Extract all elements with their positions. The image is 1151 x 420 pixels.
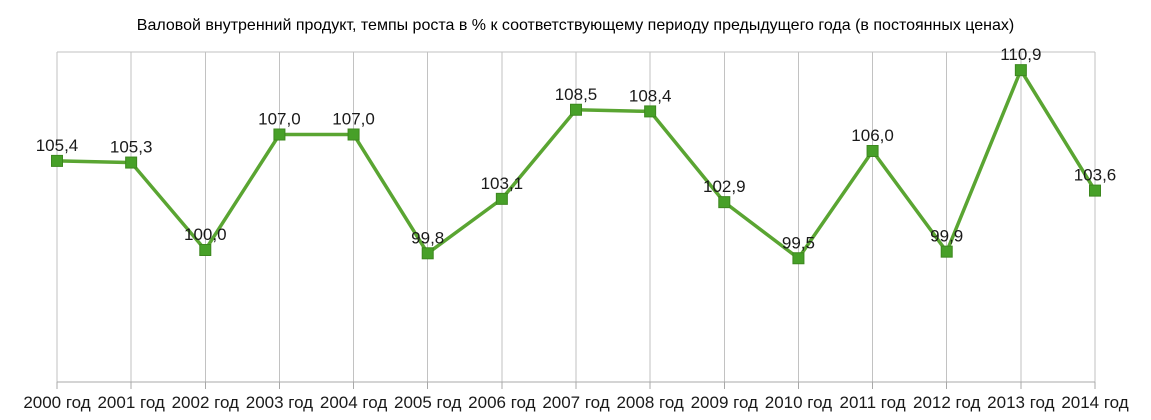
data-point-label: 99,8 [411, 228, 444, 247]
data-point-marker [718, 196, 731, 209]
data-point-label: 105,4 [36, 136, 79, 155]
data-point-label: 102,9 [703, 177, 746, 196]
x-axis-label: 2001 год [97, 393, 164, 412]
x-axis-label: 2010 год [765, 393, 832, 412]
x-axis-label: 2012 год [913, 393, 980, 412]
data-point-label: 107,0 [258, 110, 301, 129]
data-point-marker [51, 154, 63, 167]
x-axis-label: 2005 год [394, 393, 461, 412]
x-axis-label: 2000 год [23, 393, 90, 412]
data-point-label: 103,6 [1074, 166, 1117, 185]
x-axis-label: 2013 год [987, 393, 1054, 412]
data-point-label: 103,1 [481, 174, 524, 193]
data-point-marker [125, 156, 138, 169]
data-point-marker [866, 145, 879, 157]
data-point-marker [570, 103, 582, 116]
x-axis-label: 2006 год [468, 393, 535, 412]
data-point-label: 106,0 [851, 126, 894, 145]
data-point-label: 100,0 [184, 225, 227, 244]
x-axis-label: 2003 год [246, 393, 313, 412]
data-point-marker [1089, 184, 1101, 197]
data-point-label: 99,5 [782, 233, 815, 252]
x-axis-label: 2008 год [616, 393, 683, 412]
data-point-marker [273, 128, 286, 141]
x-axis-label: 2014 год [1061, 393, 1128, 412]
x-axis-label: 2004 год [320, 393, 387, 412]
data-point-label: 99,9 [930, 227, 963, 246]
data-point-marker [792, 252, 805, 265]
x-axis-label: 2011 год [840, 393, 906, 412]
data-point-marker [495, 192, 508, 205]
data-point-label: 105,3 [110, 138, 153, 157]
data-point-marker [199, 244, 212, 256]
x-axis-label: 2007 год [542, 393, 609, 412]
data-point-marker [421, 247, 434, 260]
data-point-marker [644, 105, 657, 118]
data-point-label: 108,5 [555, 85, 598, 104]
x-axis-label: 2009 год [691, 393, 758, 412]
data-point-marker [1014, 64, 1027, 77]
data-point-label: 107,0 [332, 110, 375, 129]
chart-title: Валовой внутренний продукт, темпы роста … [136, 17, 1015, 34]
data-point-label: 108,4 [629, 86, 672, 105]
x-axis-label: 2002 год [172, 393, 239, 412]
data-point-marker [347, 128, 360, 141]
data-point-label: 110,9 [1000, 45, 1041, 64]
data-point-marker [940, 245, 953, 258]
